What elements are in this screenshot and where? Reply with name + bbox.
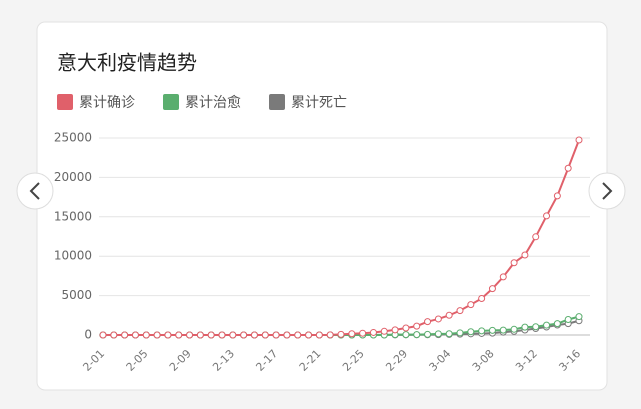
- point-marker: [402, 331, 410, 339]
- point-marker: [153, 331, 161, 339]
- point-marker: [499, 273, 507, 281]
- point-marker: [543, 321, 551, 329]
- prev-icon[interactable]: [29, 182, 40, 200]
- next-circle[interactable]: [588, 172, 626, 210]
- point-marker: [521, 251, 529, 259]
- point-marker: [164, 331, 172, 339]
- point-marker: [196, 331, 204, 339]
- point-marker: [337, 330, 345, 338]
- point-marker: [532, 233, 540, 241]
- point-marker: [445, 311, 453, 319]
- point-marker: [553, 320, 561, 328]
- next-icon[interactable]: [602, 182, 613, 200]
- legend-label: 累计死亡: [291, 95, 347, 111]
- prev-button[interactable]: [16, 172, 54, 210]
- point-marker: [218, 331, 226, 339]
- point-marker: [261, 331, 269, 339]
- point-marker: [564, 164, 572, 172]
- point-marker: [575, 313, 583, 321]
- point-marker: [283, 331, 291, 339]
- y-tick-label: 0: [84, 328, 92, 342]
- point-marker: [131, 331, 139, 339]
- y-tick-label: 25000: [54, 131, 92, 145]
- legend-label: 累计治愈: [185, 95, 241, 111]
- point-marker: [99, 331, 107, 339]
- point-marker: [456, 307, 464, 315]
- point-marker: [488, 285, 496, 293]
- point-marker: [380, 327, 388, 335]
- point-marker: [488, 326, 496, 334]
- legend-swatch: [269, 94, 285, 110]
- next-button[interactable]: [588, 172, 626, 210]
- point-marker: [229, 331, 237, 339]
- point-marker: [186, 331, 194, 339]
- point-marker: [175, 331, 183, 339]
- chart-title: 意大利疫情趋势: [57, 51, 197, 75]
- point-marker: [315, 331, 323, 339]
- point-marker: [424, 318, 432, 326]
- point-marker: [391, 326, 399, 334]
- point-marker: [543, 212, 551, 220]
- point-marker: [369, 328, 377, 336]
- point-marker: [272, 331, 280, 339]
- point-marker: [402, 324, 410, 332]
- point-marker: [348, 330, 356, 338]
- point-marker: [575, 136, 583, 144]
- point-marker: [553, 192, 561, 200]
- point-marker: [532, 323, 540, 331]
- point-marker: [207, 331, 215, 339]
- point-marker: [359, 329, 367, 337]
- point-marker: [456, 329, 464, 337]
- point-marker: [445, 330, 453, 338]
- point-marker: [424, 330, 432, 338]
- prev-circle[interactable]: [16, 172, 54, 210]
- point-marker: [294, 331, 302, 339]
- y-tick-label: 5000: [61, 288, 92, 302]
- legend-label: 累计确诊: [79, 95, 135, 111]
- point-marker: [467, 328, 475, 336]
- point-marker: [478, 327, 486, 335]
- point-marker: [240, 331, 248, 339]
- point-marker: [478, 294, 486, 302]
- point-marker: [326, 331, 334, 339]
- point-marker: [467, 301, 475, 309]
- y-tick-label: 15000: [54, 209, 92, 223]
- point-marker: [110, 331, 118, 339]
- point-marker: [564, 316, 572, 324]
- legend-swatch: [57, 94, 73, 110]
- y-tick-label: 10000: [54, 249, 92, 263]
- point-marker: [499, 326, 507, 334]
- point-marker: [142, 331, 150, 339]
- point-marker: [434, 315, 442, 323]
- point-marker: [510, 259, 518, 267]
- point-marker: [521, 323, 529, 331]
- legend-swatch: [163, 94, 179, 110]
- point-marker: [434, 330, 442, 338]
- point-marker: [510, 325, 518, 333]
- point-marker: [250, 331, 258, 339]
- point-marker: [121, 331, 129, 339]
- y-tick-label: 20000: [54, 170, 92, 184]
- point-marker: [413, 322, 421, 330]
- point-marker: [305, 331, 313, 339]
- point-marker: [413, 331, 421, 339]
